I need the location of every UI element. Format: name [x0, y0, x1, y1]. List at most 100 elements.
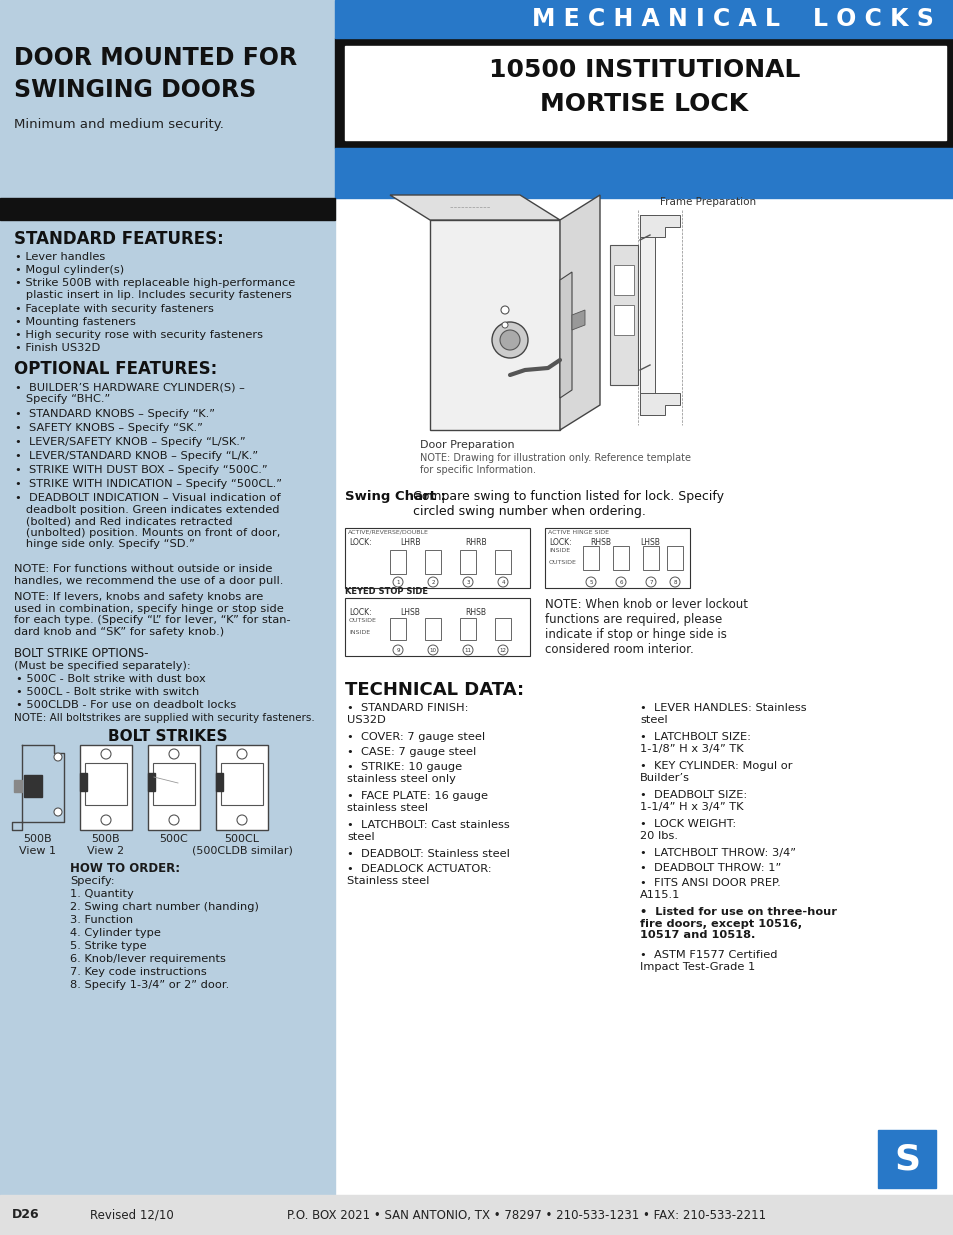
Bar	[335, 148, 953, 198]
Polygon shape	[390, 195, 559, 220]
Text: • Strike 500B with replaceable high-performance
   plastic insert in lip. Includ: • Strike 500B with replaceable high-perf…	[15, 278, 294, 300]
Text: •  Listed for use on three-hour
fire doors, except 10516,
10517 and 10518.: • Listed for use on three-hour fire door…	[639, 906, 836, 940]
Text: Specify:: Specify:	[70, 876, 114, 885]
Circle shape	[236, 748, 247, 760]
Text: •  FACE PLATE: 16 gauge
stainless steel: • FACE PLATE: 16 gauge stainless steel	[347, 790, 488, 813]
Text: SWINGING DOORS: SWINGING DOORS	[14, 78, 256, 103]
Text: 1: 1	[395, 579, 399, 584]
Polygon shape	[559, 272, 572, 398]
Text: •  STRIKE WITH INDICATION – Specify “500CL.”: • STRIKE WITH INDICATION – Specify “500C…	[15, 479, 282, 489]
Circle shape	[500, 306, 509, 314]
Bar	[390, 618, 406, 640]
Text: 6. Knob/lever requirements: 6. Knob/lever requirements	[70, 953, 226, 965]
Bar	[345, 46, 945, 140]
Polygon shape	[639, 393, 679, 415]
Text: •  STRIKE: 10 gauge
stainless steel only: • STRIKE: 10 gauge stainless steel only	[347, 762, 461, 783]
Bar	[24, 776, 42, 797]
Circle shape	[645, 577, 656, 587]
Text: 10500 INSTITUTIONAL: 10500 INSTITUTIONAL	[488, 58, 800, 82]
Text: OUTSIDE: OUTSIDE	[349, 618, 376, 622]
Text: •  KEY CYLINDER: Mogul or
Builder’s: • KEY CYLINDER: Mogul or Builder’s	[639, 761, 792, 783]
Text: •  STRIKE WITH DUST BOX – Specify “500C.”: • STRIKE WITH DUST BOX – Specify “500C.”	[15, 466, 268, 475]
Bar	[390, 550, 406, 574]
Circle shape	[492, 322, 527, 358]
Circle shape	[169, 815, 179, 825]
Text: • Mogul cylinder(s): • Mogul cylinder(s)	[15, 266, 124, 275]
Text: RHSB: RHSB	[589, 538, 610, 547]
Bar	[544, 529, 689, 588]
Text: •  LATCHBOLT: Cast stainless
steel: • LATCHBOLT: Cast stainless steel	[347, 820, 509, 841]
Bar	[642, 546, 659, 571]
Text: NOTE: All boltstrikes are supplied with security fasteners.: NOTE: All boltstrikes are supplied with …	[14, 713, 314, 722]
Bar	[215, 773, 223, 790]
Circle shape	[101, 815, 111, 825]
Text: 2. Swing chart number (handing): 2. Swing chart number (handing)	[70, 902, 258, 911]
Text: LHSB: LHSB	[639, 538, 659, 547]
Text: Compare swing to function listed for lock. Specify
circled swing number when ord: Compare swing to function listed for loc…	[413, 490, 723, 517]
Text: BOLT STRIKES: BOLT STRIKES	[108, 729, 227, 743]
Bar	[639, 215, 655, 415]
Bar	[221, 763, 263, 805]
Text: NOTE: For functions without outside or inside
handles, we recommend the use of a: NOTE: For functions without outside or i…	[14, 564, 283, 585]
Bar	[148, 773, 154, 790]
Text: 3. Function: 3. Function	[70, 915, 133, 925]
Text: BOLT STRIKE OPTIONS-: BOLT STRIKE OPTIONS-	[14, 647, 149, 659]
Text: OUTSIDE: OUTSIDE	[548, 559, 577, 564]
Text: 12: 12	[499, 647, 506, 652]
Text: (Must be specified separately):: (Must be specified separately):	[14, 661, 191, 671]
Text: 1. Quantity: 1. Quantity	[70, 889, 133, 899]
Text: •  STANDARD KNOBS – Specify “K.”: • STANDARD KNOBS – Specify “K.”	[15, 409, 214, 419]
Text: LHSB: LHSB	[399, 608, 419, 618]
Text: 4: 4	[500, 579, 504, 584]
Text: D26: D26	[12, 1209, 40, 1221]
Bar	[80, 745, 132, 830]
Text: •  STANDARD FINISH:
US32D: • STANDARD FINISH: US32D	[347, 703, 468, 725]
Polygon shape	[639, 215, 679, 237]
Text: RHRB: RHRB	[464, 538, 486, 547]
Text: 5: 5	[589, 579, 592, 584]
Text: • 500CLDB - For use on deadbolt locks: • 500CLDB - For use on deadbolt locks	[16, 700, 236, 710]
Bar	[495, 618, 511, 640]
Bar	[582, 546, 598, 571]
Bar	[877, 1130, 935, 1188]
Text: 500C: 500C	[159, 834, 188, 844]
Text: 8. Specify 1-3/4” or 2” door.: 8. Specify 1-3/4” or 2” door.	[70, 981, 229, 990]
Bar	[14, 781, 22, 792]
Text: STANDARD FEATURES:: STANDARD FEATURES:	[14, 230, 224, 248]
Circle shape	[428, 577, 437, 587]
Text: 500B
View 2: 500B View 2	[88, 834, 125, 856]
Text: •  DEADBOLT: Stainless steel: • DEADBOLT: Stainless steel	[347, 848, 509, 860]
Circle shape	[616, 577, 625, 587]
Text: ACTIVE HINGE SIDE: ACTIVE HINGE SIDE	[547, 530, 608, 535]
Text: OPTIONAL FEATURES:: OPTIONAL FEATURES:	[14, 359, 217, 378]
Text: • Mounting fasteners: • Mounting fasteners	[15, 317, 135, 327]
Text: • Finish US32D: • Finish US32D	[15, 343, 100, 353]
Text: NOTE: When knob or lever lockout
functions are required, please
indicate if stop: NOTE: When knob or lever lockout functio…	[544, 598, 747, 656]
Circle shape	[462, 645, 473, 655]
Text: •  COVER: 7 gauge steel: • COVER: 7 gauge steel	[347, 732, 485, 742]
Circle shape	[101, 748, 111, 760]
Circle shape	[54, 753, 62, 761]
Text: •  DEADBOLT INDICATION – Visual indication of
   deadbolt position. Green indica: • DEADBOLT INDICATION – Visual indicatio…	[15, 493, 280, 550]
Text: ACTIVE/REVERSE/DOUBLE: ACTIVE/REVERSE/DOUBLE	[348, 530, 429, 535]
Bar	[0, 0, 335, 1235]
Text: DOOR MOUNTED FOR: DOOR MOUNTED FOR	[14, 46, 296, 70]
Circle shape	[497, 577, 507, 587]
Text: 500B
View 1: 500B View 1	[19, 834, 56, 856]
Bar	[495, 550, 511, 574]
Text: LHRB: LHRB	[399, 538, 420, 547]
Text: LOCK:: LOCK:	[349, 538, 372, 547]
Text: RHSB: RHSB	[464, 608, 485, 618]
Text: •  DEADLOCK ACTUATOR:
Stainless steel: • DEADLOCK ACTUATOR: Stainless steel	[347, 864, 491, 885]
Text: 7: 7	[649, 579, 652, 584]
Text: •  LEVER/SAFETY KNOB – Specify “L/SK.”: • LEVER/SAFETY KNOB – Specify “L/SK.”	[15, 437, 245, 447]
Text: • 500C - Bolt strike with dust box: • 500C - Bolt strike with dust box	[16, 674, 206, 684]
Circle shape	[236, 815, 247, 825]
Text: 9: 9	[395, 647, 399, 652]
Text: •  LEVER/STANDARD KNOB – Specify “L/K.”: • LEVER/STANDARD KNOB – Specify “L/K.”	[15, 451, 258, 461]
Text: 8: 8	[673, 579, 676, 584]
Text: 4. Cylinder type: 4. Cylinder type	[70, 927, 161, 939]
Bar	[613, 546, 628, 571]
Text: 5. Strike type: 5. Strike type	[70, 941, 147, 951]
Text: NOTE: If levers, knobs and safety knobs are
used in combination, specify hinge o: NOTE: If levers, knobs and safety knobs …	[14, 592, 291, 637]
